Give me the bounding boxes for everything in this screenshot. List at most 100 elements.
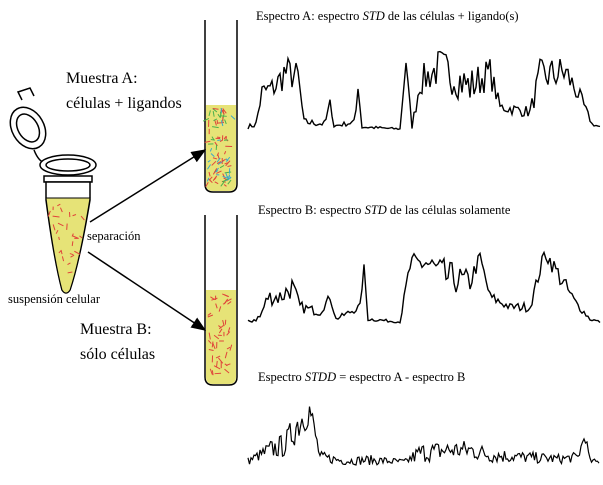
- cell: [227, 301, 232, 305]
- cell: [209, 148, 213, 152]
- cell: [70, 254, 75, 258]
- cell: [61, 256, 65, 262]
- spectrum-title: Espectro STDD = espectro A - espectro B: [258, 370, 465, 384]
- cell: [222, 110, 225, 115]
- cell: [217, 122, 224, 124]
- cell: [79, 235, 83, 239]
- cell: [72, 214, 77, 217]
- cell: [209, 176, 213, 181]
- cell: [218, 357, 224, 364]
- cell: [212, 110, 215, 117]
- cell: [220, 181, 225, 187]
- cell: [55, 229, 59, 234]
- spectrum-stdd: [247, 406, 600, 466]
- cell: [216, 161, 222, 165]
- cell: [80, 215, 85, 221]
- cell: [213, 177, 217, 180]
- cell: [222, 178, 228, 183]
- cell: [226, 331, 231, 336]
- cell: [212, 108, 218, 113]
- cell: [218, 328, 223, 334]
- cell: [217, 139, 221, 142]
- cell: [216, 170, 222, 174]
- cell: [202, 117, 210, 122]
- cell: [227, 175, 230, 181]
- cell: [208, 171, 211, 177]
- cell: [223, 184, 227, 187]
- cell: [207, 314, 214, 318]
- cell: [211, 136, 215, 141]
- cell: [214, 119, 217, 126]
- nmr-tube-b: [204, 215, 238, 386]
- cell: [60, 249, 63, 255]
- cell: [223, 298, 229, 305]
- sample-a-label: células + ligandos: [66, 95, 182, 112]
- cells-ligands: [202, 107, 236, 188]
- cell: [225, 160, 231, 167]
- cell: [58, 250, 62, 254]
- title-part: de las células solamente: [387, 203, 511, 217]
- cell: [224, 368, 230, 374]
- cell: [71, 241, 74, 247]
- cell: [224, 162, 228, 165]
- cell: [211, 370, 214, 376]
- cell: [52, 215, 60, 218]
- cell: [225, 172, 229, 180]
- title-part: Espectro B: espectro: [258, 203, 365, 217]
- cell: [213, 365, 221, 370]
- cell: [222, 175, 228, 179]
- cell: [219, 139, 224, 142]
- title-part: Espectro A: espectro: [256, 9, 363, 23]
- cell: [216, 157, 221, 163]
- cell: [71, 233, 74, 237]
- cell: [211, 297, 218, 301]
- cell: [58, 236, 60, 241]
- cell: [210, 153, 215, 158]
- cell: [225, 363, 231, 366]
- cell: [210, 139, 215, 141]
- cell: [225, 158, 229, 162]
- spectrum-a: [247, 50, 601, 131]
- cell: [226, 298, 232, 302]
- cell: [225, 156, 231, 162]
- cell: [213, 334, 220, 340]
- title-part: de las células + ligando(s): [385, 9, 519, 23]
- cell: [215, 360, 218, 368]
- cell: [215, 303, 218, 309]
- cell: [229, 344, 233, 351]
- cell: [218, 325, 224, 330]
- cell: [230, 115, 236, 120]
- sample-b-label: sólo células: [80, 346, 155, 363]
- cell: [222, 158, 226, 162]
- cell: [214, 181, 219, 185]
- cell: [74, 250, 81, 255]
- cell: [227, 327, 231, 333]
- cell: [207, 312, 212, 316]
- cell: [212, 107, 219, 110]
- cell: [67, 262, 71, 265]
- cell: [224, 119, 227, 125]
- cell: [204, 140, 211, 143]
- cell: [209, 368, 213, 375]
- cell: [207, 164, 212, 170]
- arrow: [87, 251, 207, 331]
- cell: [227, 179, 232, 185]
- cell: [211, 160, 217, 166]
- suspension-label: suspensión celular: [8, 292, 101, 306]
- title-part: STD: [363, 9, 385, 23]
- cell: [226, 346, 231, 350]
- sample-b-label: Muestra B:: [80, 321, 152, 338]
- cell: [205, 182, 209, 188]
- cell: [224, 351, 228, 359]
- cell: [227, 165, 232, 167]
- microtube: [9, 87, 97, 294]
- cell: [208, 348, 214, 351]
- cell: [224, 151, 227, 155]
- title-part: = espectro A - espectro B: [336, 370, 465, 384]
- title-part: STD: [365, 203, 387, 217]
- cell: [218, 306, 222, 312]
- cell: [57, 222, 64, 227]
- cell: [52, 224, 56, 231]
- cell: [222, 108, 227, 114]
- cell: [67, 271, 73, 274]
